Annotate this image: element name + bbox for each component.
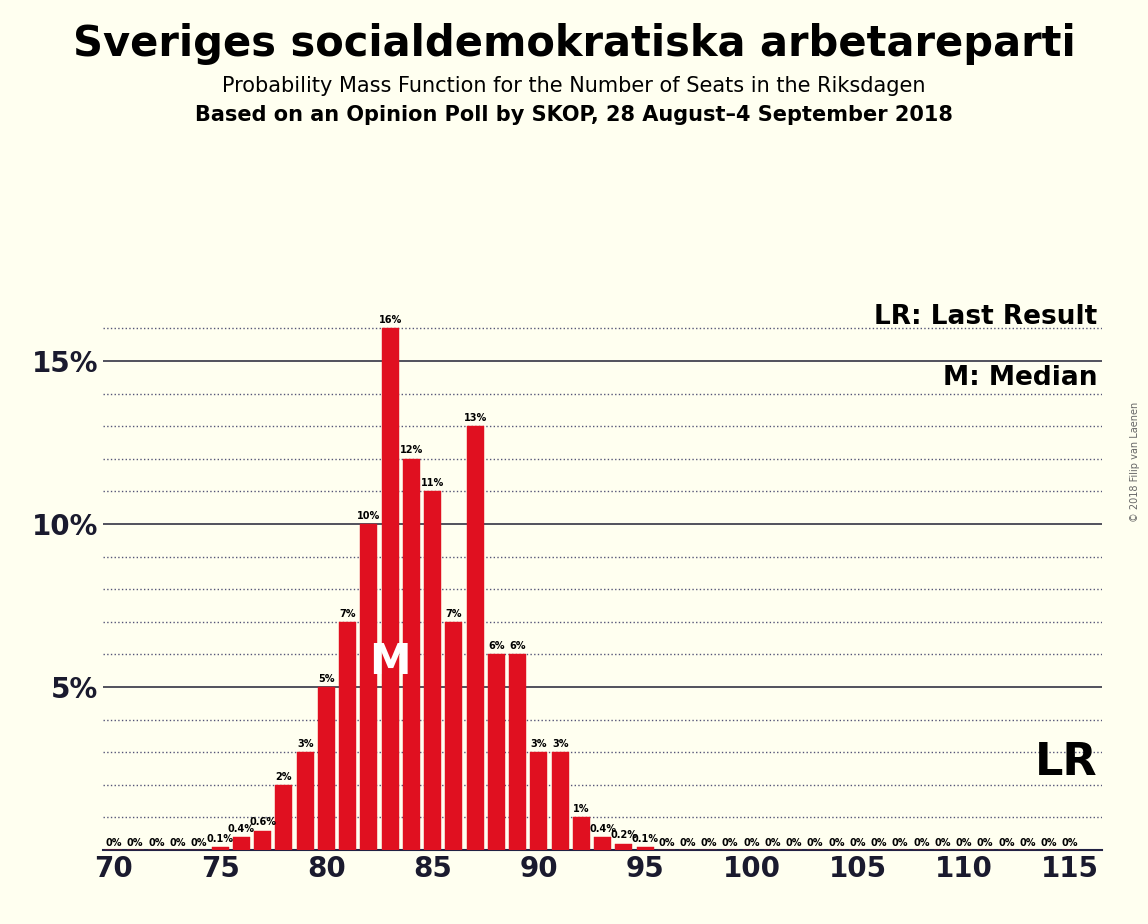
Bar <box>573 818 590 850</box>
Bar <box>637 846 653 850</box>
Text: 0%: 0% <box>743 838 760 848</box>
Text: 0%: 0% <box>828 838 845 848</box>
Text: 3%: 3% <box>552 739 568 749</box>
Bar <box>595 837 611 850</box>
Text: 3%: 3% <box>297 739 313 749</box>
Bar <box>403 458 420 850</box>
Text: 0%: 0% <box>127 838 144 848</box>
Text: 0%: 0% <box>191 838 207 848</box>
Text: M: M <box>370 641 411 683</box>
Text: 6%: 6% <box>510 641 526 651</box>
Text: 0%: 0% <box>680 838 696 848</box>
Text: 0%: 0% <box>148 838 164 848</box>
Text: 0%: 0% <box>700 838 718 848</box>
Text: 0%: 0% <box>955 838 972 848</box>
Text: 0%: 0% <box>1019 838 1035 848</box>
Text: 0%: 0% <box>807 838 823 848</box>
Text: 0%: 0% <box>1062 838 1078 848</box>
Text: 0%: 0% <box>658 838 675 848</box>
Text: 0%: 0% <box>170 838 186 848</box>
Text: Based on an Opinion Poll by SKOP, 28 August–4 September 2018: Based on an Opinion Poll by SKOP, 28 Aug… <box>195 105 953 126</box>
Text: 0.4%: 0.4% <box>589 824 616 833</box>
Bar <box>615 844 633 850</box>
Text: 13%: 13% <box>464 413 487 423</box>
Text: 0.6%: 0.6% <box>249 817 277 827</box>
Text: 0.1%: 0.1% <box>207 833 234 844</box>
Bar <box>339 622 356 850</box>
Text: 0.4%: 0.4% <box>228 824 255 833</box>
Text: LR: Last Result: LR: Last Result <box>874 304 1097 330</box>
Bar <box>318 687 335 850</box>
Text: 0%: 0% <box>892 838 908 848</box>
Text: Sveriges socialdemokratiska arbetareparti: Sveriges socialdemokratiska arbetarepart… <box>72 23 1076 65</box>
Text: 0.2%: 0.2% <box>611 831 637 840</box>
Bar <box>445 622 463 850</box>
Bar <box>233 837 250 850</box>
Text: 0%: 0% <box>106 838 122 848</box>
Text: 10%: 10% <box>357 511 381 521</box>
Text: Probability Mass Function for the Number of Seats in the Riksdagen: Probability Mass Function for the Number… <box>223 76 925 96</box>
Text: 0%: 0% <box>765 838 781 848</box>
Bar <box>510 654 526 850</box>
Bar <box>211 846 228 850</box>
Text: 0%: 0% <box>913 838 930 848</box>
Text: 2%: 2% <box>276 772 293 782</box>
Text: 11%: 11% <box>421 478 444 488</box>
Text: 16%: 16% <box>379 315 402 325</box>
Bar <box>276 784 293 850</box>
Bar <box>254 831 271 850</box>
Text: 12%: 12% <box>400 445 424 456</box>
Text: 0%: 0% <box>1041 838 1057 848</box>
Text: 0%: 0% <box>934 838 951 848</box>
Text: LR: LR <box>1034 740 1097 784</box>
Text: 0%: 0% <box>785 838 802 848</box>
Text: 0%: 0% <box>850 838 866 848</box>
Bar <box>552 752 568 850</box>
Text: 0%: 0% <box>999 838 1015 848</box>
Bar <box>488 654 505 850</box>
Bar <box>381 328 398 850</box>
Text: 0%: 0% <box>977 838 993 848</box>
Text: 0%: 0% <box>722 838 738 848</box>
Text: 7%: 7% <box>340 609 356 618</box>
Text: 6%: 6% <box>488 641 505 651</box>
Text: 3%: 3% <box>530 739 548 749</box>
Text: 0.1%: 0.1% <box>631 833 659 844</box>
Text: 0%: 0% <box>870 838 887 848</box>
Bar <box>530 752 548 850</box>
Bar <box>425 492 441 850</box>
Text: M: Median: M: Median <box>943 365 1097 391</box>
Text: 7%: 7% <box>445 609 463 618</box>
Text: 1%: 1% <box>573 804 590 814</box>
Bar <box>360 524 378 850</box>
Text: © 2018 Filip van Laenen: © 2018 Filip van Laenen <box>1130 402 1140 522</box>
Bar <box>467 426 483 850</box>
Text: 5%: 5% <box>318 674 335 684</box>
Bar <box>296 752 313 850</box>
